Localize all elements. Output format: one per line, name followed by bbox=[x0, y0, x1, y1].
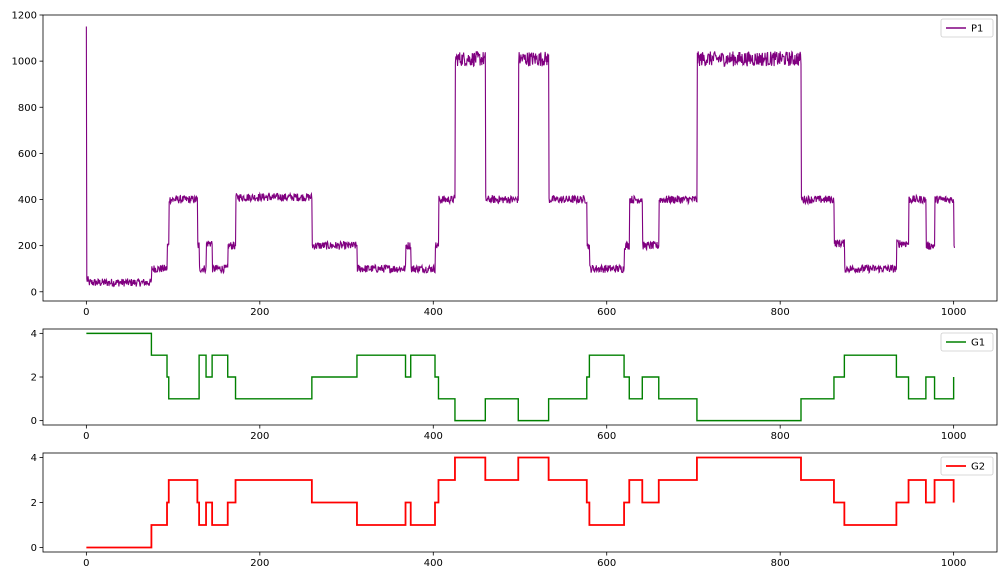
y-tick-label: 0 bbox=[31, 416, 37, 427]
legend-label: G2 bbox=[971, 462, 985, 473]
chart-panel-1: 0 200 400 600 800 1000 0 200 400 600 800 1000 1200 P1 bbox=[12, 11, 998, 318]
legend-label: G1 bbox=[971, 338, 985, 349]
chart-panel-3: 0 200 400 600 800 1000 0 2 4 G2 bbox=[31, 452, 998, 569]
legend: G2 bbox=[940, 456, 994, 476]
x-tick-label: 400 bbox=[424, 431, 443, 442]
x-tick-label: 1000 bbox=[941, 431, 966, 442]
x-tick-label: 800 bbox=[771, 431, 790, 442]
x-tick-label: 1000 bbox=[941, 558, 966, 569]
x-tick-label: 200 bbox=[250, 558, 269, 569]
series-line-G2 bbox=[86, 456, 955, 549]
legend-label: P1 bbox=[971, 24, 983, 35]
x-tick-label: 200 bbox=[250, 307, 269, 318]
legend: P1 bbox=[940, 18, 994, 38]
axes-frame bbox=[42, 14, 998, 302]
y-tick-label: 400 bbox=[18, 195, 37, 206]
legend: G1 bbox=[940, 332, 994, 352]
x-tick-label: 600 bbox=[597, 558, 616, 569]
y-tick-label: 200 bbox=[18, 241, 37, 252]
x-tick-label: 200 bbox=[250, 431, 269, 442]
y-tick-label: 0 bbox=[31, 287, 37, 298]
x-tick-label: 0 bbox=[83, 431, 89, 442]
y-tick-label: 600 bbox=[18, 149, 37, 160]
x-tick-label: 1000 bbox=[941, 307, 966, 318]
x-tick-label: 0 bbox=[83, 558, 89, 569]
y-tick-label: 800 bbox=[18, 103, 37, 114]
legend-box bbox=[940, 18, 994, 38]
y-tick-label: 2 bbox=[31, 373, 37, 384]
legend-box bbox=[940, 456, 994, 476]
x-tick-label: 0 bbox=[83, 307, 89, 318]
x-tick-label: 800 bbox=[771, 558, 790, 569]
legend-box bbox=[940, 332, 994, 352]
series-line-P1 bbox=[85, 26, 956, 288]
x-tick-label: 400 bbox=[424, 307, 443, 318]
x-tick-label: 400 bbox=[424, 558, 443, 569]
x-tick-label: 800 bbox=[771, 307, 790, 318]
y-tick-label: 1000 bbox=[12, 57, 37, 68]
y-tick-label: 1200 bbox=[12, 11, 37, 22]
x-tick-label: 600 bbox=[597, 307, 616, 318]
y-tick-label: 4 bbox=[31, 453, 37, 464]
x-tick-label: 600 bbox=[597, 431, 616, 442]
chart-panel-2: 0 200 400 600 800 1000 0 2 4 G1 bbox=[31, 328, 998, 442]
axes-frame bbox=[42, 328, 998, 426]
axes-frame bbox=[42, 452, 998, 553]
y-tick-label: 0 bbox=[31, 543, 37, 554]
y-tick-label: 2 bbox=[31, 498, 37, 509]
series-line-G1 bbox=[86, 332, 955, 422]
y-tick-label: 4 bbox=[31, 329, 37, 340]
